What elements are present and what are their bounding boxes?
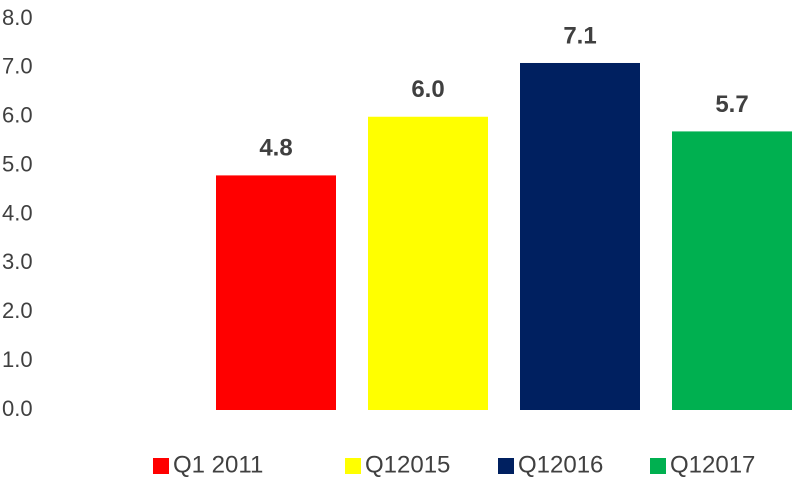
data-label: 5.7 [715,91,748,118]
legend-label: Q1 2011 [173,451,263,478]
data-label: 4.8 [259,135,292,162]
bar [216,175,336,410]
y-tick-label: 4.0 [2,200,33,225]
legend-swatch [498,458,514,474]
y-tick-label: 8.0 [2,5,33,30]
legend-label: Q12017 [670,451,755,478]
legend-swatch [153,458,169,474]
legend-swatch [345,458,361,474]
data-label: 6.0 [411,76,444,103]
bar [520,62,640,411]
data-label: 7.1 [563,22,596,49]
legend-swatch [650,458,666,474]
y-tick-label: 2.0 [2,298,33,323]
y-tick-label: 3.0 [2,249,33,274]
y-tick-label: 1.0 [2,347,33,372]
y-tick-label: 6.0 [2,103,33,128]
bar [368,116,488,410]
y-tick-label: 5.0 [2,151,33,176]
legend-label: Q12015 [365,451,450,478]
y-tick-label: 0.0 [2,396,33,421]
legend-label: Q12016 [518,451,603,478]
bar [672,131,792,410]
y-tick-label: 7.0 [2,54,33,79]
